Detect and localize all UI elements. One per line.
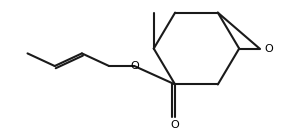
Text: O: O	[130, 61, 139, 71]
Text: O: O	[264, 44, 273, 54]
Text: O: O	[171, 120, 180, 130]
